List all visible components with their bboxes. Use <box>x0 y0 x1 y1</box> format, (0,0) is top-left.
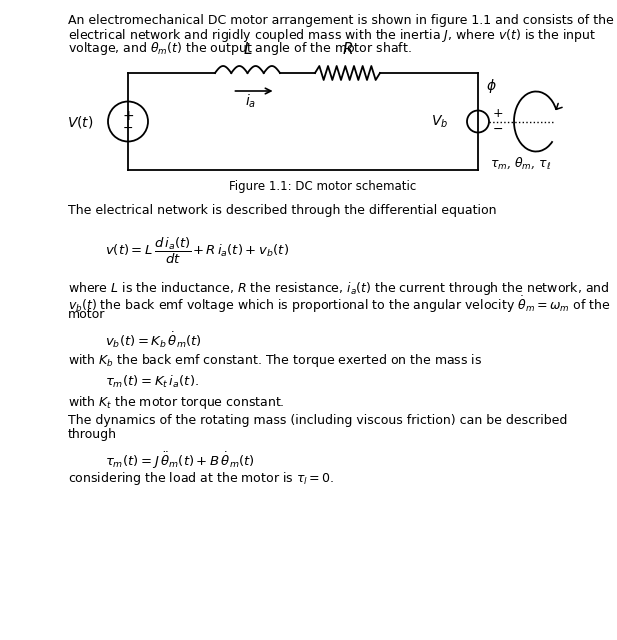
Text: $R$: $R$ <box>342 41 353 57</box>
Text: $L$: $L$ <box>242 41 252 57</box>
Text: $\tau_m(t) = J\,\ddot{\theta}_m(t) + B\,\dot{\theta}_m(t)$: $\tau_m(t) = J\,\ddot{\theta}_m(t) + B\,… <box>105 450 255 470</box>
Text: through: through <box>68 428 117 441</box>
Text: $v_b(t)$ the back emf voltage which is proportional to the angular velocity $\do: $v_b(t)$ the back emf voltage which is p… <box>68 294 611 314</box>
Text: voltage, and $\theta_m(t)$ the output angle of the motor shaft.: voltage, and $\theta_m(t)$ the output an… <box>68 40 412 57</box>
Text: $i_a$: $i_a$ <box>245 93 256 110</box>
Text: $\tau_m$, $\theta_m$, $\tau_\ell$: $\tau_m$, $\theta_m$, $\tau_\ell$ <box>490 156 552 172</box>
Text: −: − <box>123 122 133 135</box>
Text: with $K_t$ the motor torque constant.: with $K_t$ the motor torque constant. <box>68 394 284 411</box>
Text: $v_b(t) = K_b\,\dot{\theta}_m(t)$: $v_b(t) = K_b\,\dot{\theta}_m(t)$ <box>105 330 202 349</box>
Text: with $K_b$ the back emf constant. The torque exerted on the mass is: with $K_b$ the back emf constant. The to… <box>68 352 482 369</box>
Text: The electrical network is described through the differential equation: The electrical network is described thro… <box>68 204 497 217</box>
Text: considering the load at the motor is $\tau_l = 0$.: considering the load at the motor is $\t… <box>68 470 334 487</box>
Text: An electromechanical DC motor arrangement is shown in figure 1.1 and consists of: An electromechanical DC motor arrangemen… <box>68 14 614 27</box>
Text: $V_b$: $V_b$ <box>431 113 449 130</box>
Text: +: + <box>493 107 503 120</box>
Text: where $L$ is the inductance, $R$ the resistance, $i_a(t)$ the current through th: where $L$ is the inductance, $R$ the res… <box>68 280 610 297</box>
Text: Figure 1.1: DC motor schematic: Figure 1.1: DC motor schematic <box>230 180 416 193</box>
Text: $V(t)$: $V(t)$ <box>67 113 93 129</box>
Text: The dynamics of the rotating mass (including viscous friction) can be described: The dynamics of the rotating mass (inclu… <box>68 414 568 427</box>
Text: motor: motor <box>68 308 106 321</box>
Text: electrical network and rigidly coupled mass with the inertia $J$, where $v(t)$ i: electrical network and rigidly coupled m… <box>68 27 597 44</box>
Text: $v(t) = L\,\dfrac{d\,i_a(t)}{dt}\!+R\,i_a(t)+v_b(t)$: $v(t) = L\,\dfrac{d\,i_a(t)}{dt}\!+R\,i_… <box>105 236 289 266</box>
Text: +: + <box>122 109 134 122</box>
Text: −: − <box>493 123 503 136</box>
Text: $\phi$: $\phi$ <box>486 77 497 95</box>
Text: $\tau_m(t) = K_t\,i_a(t).$: $\tau_m(t) = K_t\,i_a(t).$ <box>105 374 199 390</box>
